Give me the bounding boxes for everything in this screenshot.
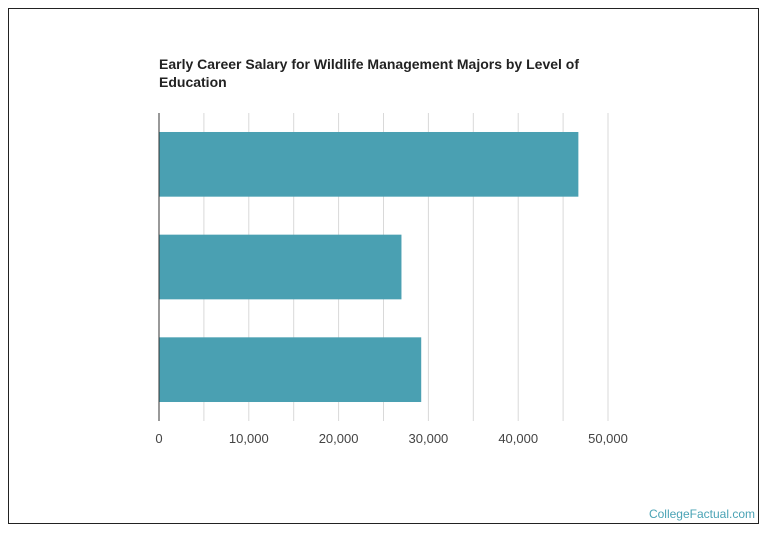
bar	[159, 234, 402, 300]
x-tick-label: 40,000	[498, 431, 538, 446]
x-tick-label: 0	[155, 431, 162, 446]
x-tick-label: 20,000	[319, 431, 359, 446]
chart-title: Early Career Salary for Wildlife Managem…	[159, 56, 580, 90]
x-tick-label: 10,000	[229, 431, 269, 446]
x-tick-labels: 0 10,000 20,000 30,000 40,000 50,000	[155, 431, 628, 446]
x-tick-label: 30,000	[409, 431, 449, 446]
college-factual-link[interactable]: CollegeFactual.com	[648, 507, 755, 521]
bar	[159, 131, 579, 197]
x-tick-label: 50,000	[588, 431, 628, 446]
bar	[159, 337, 422, 403]
bars	[159, 131, 579, 403]
